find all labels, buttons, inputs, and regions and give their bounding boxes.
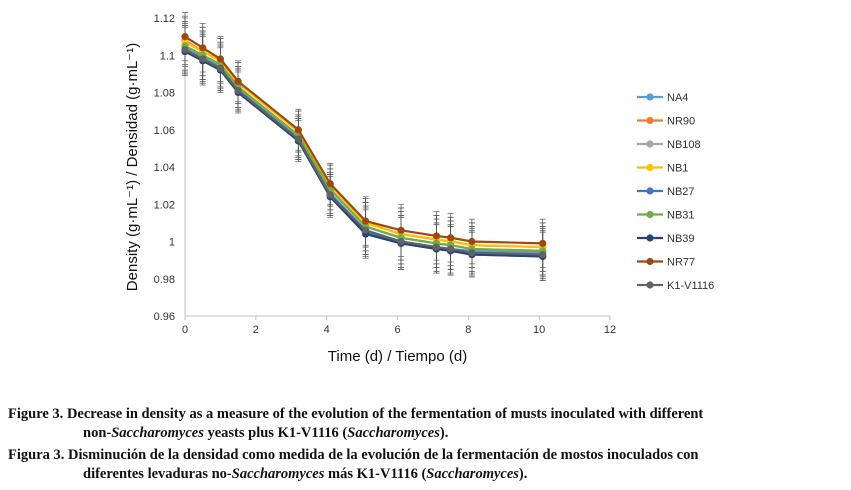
data-point-nr77 xyxy=(216,55,225,63)
caption-en-part: ). xyxy=(439,425,449,441)
caption-es-part: diferentes levaduras no- xyxy=(83,466,232,482)
legend-label-nb1: NB1 xyxy=(667,163,688,175)
data-point-k1-v1116 xyxy=(326,191,334,199)
x-tick-label: 2 xyxy=(253,324,259,336)
legend-marker-na4 xyxy=(646,93,654,101)
data-point-nr77 xyxy=(397,226,405,234)
caption-en-italic: Saccharomyces xyxy=(111,425,204,441)
x-tick-label: 8 xyxy=(465,324,471,336)
y-tick-label: 1.08 xyxy=(154,88,175,100)
x-tick-label: 6 xyxy=(394,324,400,336)
data-point-k1-v1116 xyxy=(539,250,547,259)
caption-es-part: más K1-V1116 ( xyxy=(324,466,427,482)
y-tick-label: 1.04 xyxy=(154,162,175,174)
caption-es-part: ). xyxy=(518,466,528,482)
y-tick-label: 0.96 xyxy=(154,311,175,323)
data-point-nr77 xyxy=(326,180,334,188)
data-point-nr77 xyxy=(468,237,476,246)
data-point-k1-v1116 xyxy=(216,64,225,72)
series-line-nr77 xyxy=(184,35,543,245)
data-point-nr77 xyxy=(432,232,441,240)
legend-label-nb31: NB31 xyxy=(667,210,695,222)
data-point-nr77 xyxy=(199,44,207,52)
data-point-k1-v1116 xyxy=(362,226,370,234)
caption-en-part: yeasts plus K1-V1116 ( xyxy=(203,425,348,441)
data-point-k1-v1116 xyxy=(447,245,455,253)
plot-area: 0 2 4 6 8 10 12 0.96 0.98 1 1.02 1.04 1.06 1.08 1.1 1.1… xyxy=(124,12,616,365)
x-tick-label: 4 xyxy=(324,324,330,336)
x-tick-label: 10 xyxy=(533,324,545,336)
legend-marker-k1-v1116 xyxy=(646,281,654,289)
y-tick-label: 1 xyxy=(169,237,175,249)
series-line-nr90 xyxy=(184,39,543,249)
legend-marker-nb31 xyxy=(646,210,654,219)
caption-english: Figure 3. Decrease in density as a measu… xyxy=(8,405,848,443)
data-point-nr77 xyxy=(447,234,455,242)
y-axis-title: Density (g·mL⁻¹) / Densidad (g·mL⁻¹) xyxy=(124,43,141,291)
caption-es-text: Disminución de la densidad como medida d… xyxy=(64,447,699,463)
legend-marker-nr90 xyxy=(646,116,654,125)
legend-label-nb27: NB27 xyxy=(667,186,695,198)
data-point-k1-v1116 xyxy=(468,249,476,257)
x-tick-label: 12 xyxy=(604,324,616,336)
data-point-nr77 xyxy=(234,77,242,85)
data-point-k1-v1116 xyxy=(432,243,441,251)
caption-es-lead: Figura 3. xyxy=(8,447,65,463)
y-tick-label: 1.1 xyxy=(160,50,175,62)
caption-en-text: Decrease in density as a measure of the … xyxy=(63,406,704,422)
legend-marker-nb27 xyxy=(646,187,654,195)
legend-label-nr90: NR90 xyxy=(667,116,695,128)
caption-en-part: non- xyxy=(83,425,112,441)
legend-marker-nb108 xyxy=(646,140,654,148)
data-point-k1-v1116 xyxy=(181,46,189,54)
data-point-nr77 xyxy=(539,239,547,247)
y-tick-label: 0.98 xyxy=(154,274,175,286)
legend-label-nb39: NB39 xyxy=(667,233,695,245)
legend-label-nb108: NB108 xyxy=(667,139,701,151)
legend-label-k1-v1116: K1-V1116 xyxy=(667,280,714,292)
y-tick-label: 1.02 xyxy=(154,199,175,211)
data-point-k1-v1116 xyxy=(294,135,302,143)
y-tick-label: 1.06 xyxy=(154,125,175,137)
legend-marker-nb39 xyxy=(646,234,654,242)
data-point-k1-v1116 xyxy=(199,55,207,63)
y-tick-label: 1.12 xyxy=(154,13,175,25)
series-line-nb1 xyxy=(184,41,543,249)
caption-es-italic: Saccharomyces xyxy=(231,466,325,482)
data-point-nr77 xyxy=(294,126,302,134)
legend: NA4 NR90 NB108 NB1 NB27 NB31 NB39 NR77 K1-V1116 xyxy=(637,92,714,292)
legend-label-nr77: NR77 xyxy=(667,257,695,269)
legend-label-na4: NA4 xyxy=(667,92,688,104)
data-point-nr77 xyxy=(362,217,370,225)
density-chart: 0 2 4 6 8 10 12 0.96 0.98 1 1.02 1.04 1.06 1.08 1.1 1.1… xyxy=(124,12,714,365)
caption-spanish: Figura 3. Disminución de la densidad com… xyxy=(8,446,848,484)
legend-marker-nr77 xyxy=(646,257,654,266)
data-point-nr77 xyxy=(181,33,189,41)
caption-en-lead: Figure 3. xyxy=(8,406,64,422)
x-tick-label: 0 xyxy=(182,324,188,336)
x-axis-title: Time (d) / Tiempo (d) xyxy=(328,348,467,365)
data-point-k1-v1116 xyxy=(234,87,242,95)
data-point-k1-v1116 xyxy=(397,237,405,246)
legend-marker-nb1 xyxy=(646,163,654,172)
caption-es-italic: Saccharomyces xyxy=(426,466,519,482)
caption-en-italic: Saccharomyces xyxy=(347,425,440,441)
